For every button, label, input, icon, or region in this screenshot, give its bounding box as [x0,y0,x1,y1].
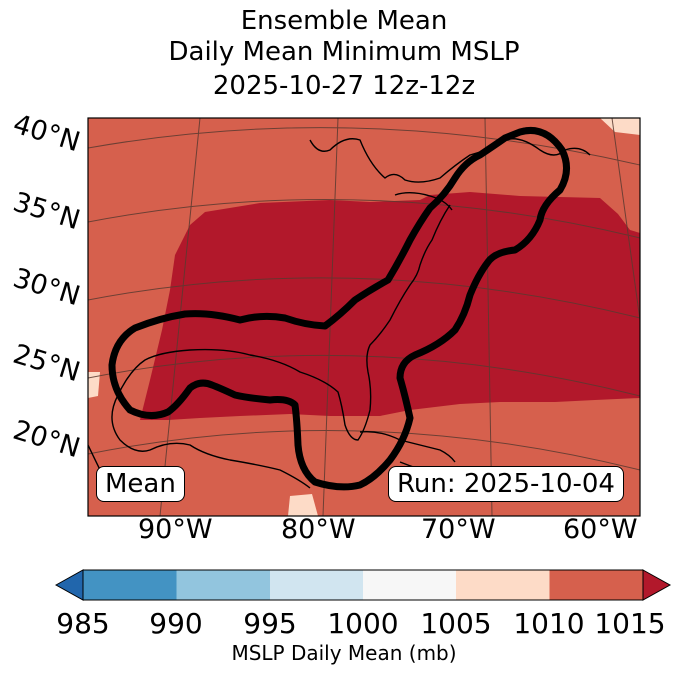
pressure-contour [108,127,570,491]
colorbar-tick-985: 985 [56,607,110,640]
colorbar-tick-990: 990 [149,607,203,640]
title-line-1: Ensemble Mean [240,6,448,36]
colorbar-tick-1010: 1010 [513,607,585,640]
title-line-2: Daily Mean Minimum MSLP [168,37,520,67]
coastlines [88,138,591,491]
mean-label: Mean [96,466,185,502]
colorbar-bin-985-990 [83,570,177,600]
colorbar-tick-1000: 1000 [327,607,399,640]
colorbar-extend-high [642,569,672,601]
colorbar-bin-1010-1015 [549,570,643,600]
light-pressure-patch [88,372,100,398]
run-date-label: Run: 2025-10-04 [388,466,624,502]
light-pressure-patch [288,494,318,516]
colorbar-tick-1005: 1005 [420,607,492,640]
title-line-3: 2025-10-27 12z-12z [212,71,476,101]
colorbar-bin-995-1000 [270,570,363,600]
lon-label-90w: 90°W [138,514,213,545]
light-pressure-patch [600,118,640,135]
colorbar-extend-low [54,569,84,601]
lon-label-70w: 70°W [421,514,496,545]
lon-label-60w: 60°W [563,514,638,545]
map-frame [87,117,641,517]
colorbar-tick-1015: 1015 [594,607,666,640]
lon-label-80w: 80°W [281,514,356,545]
graticule [88,118,640,516]
colorbar [54,569,672,601]
colorbar-bin-1005-1010 [456,570,550,600]
colorbar-tick-995: 995 [243,607,297,640]
colorbar-bin-1000-1005 [363,570,456,600]
colorbar-frame [82,569,644,601]
map-panel [88,118,640,516]
colorbar-bin-990-995 [176,570,270,600]
colorbar-label: MSLP Daily Mean (mb) [231,641,457,665]
